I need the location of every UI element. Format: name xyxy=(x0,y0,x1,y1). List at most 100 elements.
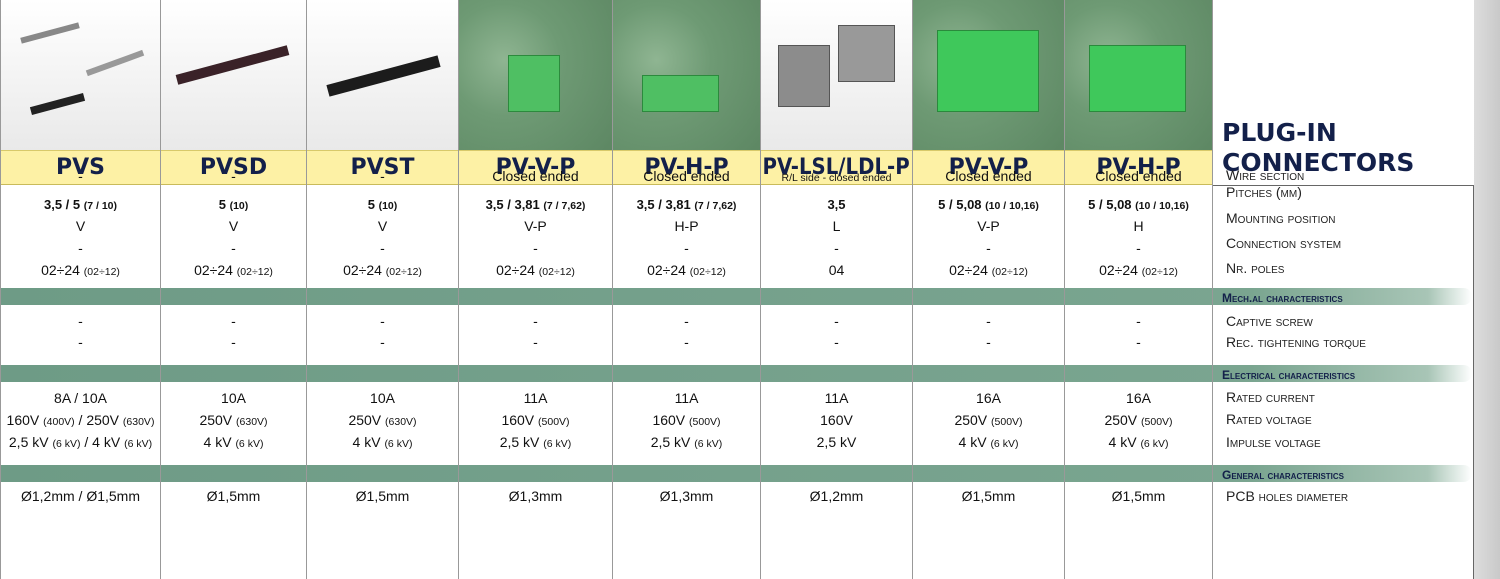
cell-text: 160V xyxy=(820,412,853,428)
cell-text: - xyxy=(684,334,689,350)
cell: 250V (630V) xyxy=(161,410,306,430)
cell-text: - xyxy=(78,168,83,184)
cell-part: 2,5 kV xyxy=(9,434,53,450)
cell-text: Ø1,5mm xyxy=(356,488,410,504)
cell: - xyxy=(1,311,160,331)
cell-part: (6 kV) xyxy=(124,438,152,450)
row-label: Rated voltage xyxy=(1226,410,1312,428)
cell: Ø1,2mm xyxy=(761,486,912,506)
cell-text: 3,5 / 5 (7 / 10) xyxy=(44,196,117,212)
cell-text: - xyxy=(684,240,689,256)
cell-part: 4 kV xyxy=(959,434,991,450)
cell-text: 250V (500V) xyxy=(1104,412,1172,428)
cell: Closed ended xyxy=(1065,166,1212,186)
cell: 4 kV (6 kV) xyxy=(1065,432,1212,452)
cell: - xyxy=(307,238,458,258)
cell-text: - xyxy=(380,168,385,184)
cell: 3,5 xyxy=(761,194,912,214)
cell: V-P xyxy=(913,216,1064,236)
cell: - xyxy=(613,311,760,331)
product-image xyxy=(458,0,612,150)
section-label: Electrical characteristics xyxy=(1222,368,1355,382)
cell-text: 8A / 10A xyxy=(54,390,107,406)
cell-text: - xyxy=(78,240,83,256)
row-label: Pitches (mm) xyxy=(1226,183,1302,201)
cell-part: 2,5 kV xyxy=(651,434,695,450)
cell: 02÷24 (02÷12) xyxy=(459,260,612,280)
cell-part: (630V) xyxy=(123,416,155,428)
cell-text: 2,5 kV xyxy=(817,434,857,450)
cell: - xyxy=(1065,332,1212,352)
cell-part: 02÷24 xyxy=(949,262,992,278)
cell-text: V-P xyxy=(977,218,1000,234)
cell: 2,5 kV (6 kV) xyxy=(459,432,612,452)
cell-text: V xyxy=(378,218,387,234)
cell-text: H xyxy=(1133,218,1143,234)
cell: 10A xyxy=(161,388,306,408)
cell-text: 2,5 kV (6 kV) / 4 kV (6 kV) xyxy=(9,434,152,450)
cell: 4 kV (6 kV) xyxy=(913,432,1064,452)
cell-text: 4 kV (6 kV) xyxy=(204,434,264,450)
cell-part: 02÷24 xyxy=(647,262,690,278)
cell: 02÷24 (02÷12) xyxy=(161,260,306,280)
cell-part: 160V xyxy=(7,412,44,428)
cell: 8A / 10A xyxy=(1,388,160,408)
cell-text: 02÷24 (02÷12) xyxy=(1099,262,1178,278)
cell-text: - xyxy=(533,240,538,256)
cell-text: 5 / 5,08 (10 / 10,16) xyxy=(938,196,1039,212)
cell-part: 02÷24 xyxy=(194,262,237,278)
product-image xyxy=(160,0,306,150)
cell-part: (500V) xyxy=(689,416,721,428)
cell-text: - xyxy=(1136,240,1141,256)
cell-part: 3,5 / 5 xyxy=(44,197,84,212)
cell-text: 3,5 / 3,81 (7 / 7,62) xyxy=(486,196,586,212)
cell-text: - xyxy=(684,313,689,329)
cell: 250V (500V) xyxy=(913,410,1064,430)
cell: 5 / 5,08 (10 / 10,16) xyxy=(1065,194,1212,214)
cell-text: - xyxy=(986,334,991,350)
cell-part: (02÷12) xyxy=(1142,266,1178,278)
cell: 4 kV (6 kV) xyxy=(307,432,458,452)
cell: 160V xyxy=(761,410,912,430)
cell: 16A xyxy=(913,388,1064,408)
cell: - xyxy=(1065,238,1212,258)
cell: - xyxy=(161,238,306,258)
cell-text: 11A xyxy=(825,390,849,406)
cell-text: 5 (10) xyxy=(219,196,249,212)
cell: V xyxy=(1,216,160,236)
cell: 5 (10) xyxy=(307,194,458,214)
cell-text: 4 kV (6 kV) xyxy=(959,434,1019,450)
cell: Ø1,5mm xyxy=(1065,486,1212,506)
cell-part: 250V xyxy=(954,412,991,428)
cell-part: (630V) xyxy=(385,416,417,428)
cell-text: 250V (500V) xyxy=(954,412,1022,428)
cell: L xyxy=(761,216,912,236)
cell-text: L xyxy=(833,218,841,234)
cell-text: V xyxy=(76,218,85,234)
title-line: PLUG-IN xyxy=(1222,118,1414,148)
label-box-right xyxy=(1473,185,1474,579)
cell-part: / 250V xyxy=(75,412,123,428)
product-image xyxy=(912,0,1064,150)
cell: - xyxy=(161,166,306,186)
cell: - xyxy=(307,166,458,186)
row-label: Connection system xyxy=(1226,234,1341,252)
cell-text: V xyxy=(229,218,238,234)
cell-text: 5 (10) xyxy=(368,196,398,212)
cell-part: (02÷12) xyxy=(992,266,1028,278)
cell-part: (7 / 10) xyxy=(84,200,117,212)
cell: - xyxy=(761,238,912,258)
cell-part: (500V) xyxy=(538,416,570,428)
row-label: PCB holes diameter xyxy=(1226,487,1348,505)
cell-text: - xyxy=(380,313,385,329)
cell: Ø1,3mm xyxy=(613,486,760,506)
cell-text: Ø1,3mm xyxy=(509,488,563,504)
cell-text: 11A xyxy=(675,390,699,406)
cell-text: 04 xyxy=(829,262,845,278)
cell: Closed ended xyxy=(913,166,1064,186)
cell: - xyxy=(459,311,612,331)
cell-text: Closed ended xyxy=(643,168,729,184)
product-image xyxy=(306,0,458,150)
product-image xyxy=(1064,0,1212,150)
cell-text: - xyxy=(986,313,991,329)
